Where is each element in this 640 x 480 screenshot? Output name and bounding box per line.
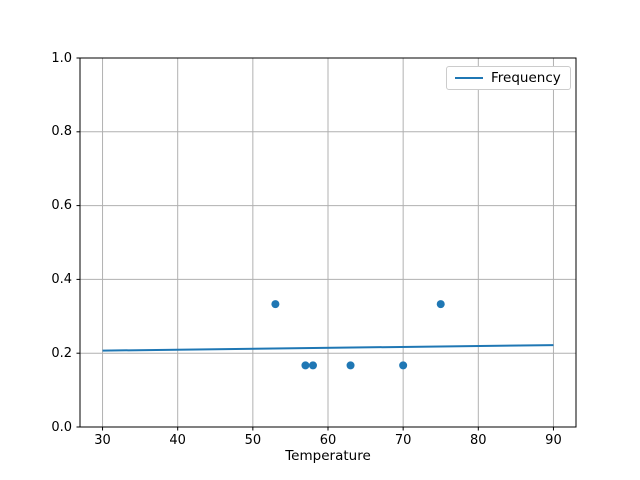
scatter-point [308, 361, 317, 370]
scatter-point [399, 361, 408, 370]
x-tick-label-30: 30 [94, 433, 111, 448]
x-tick-label-60: 60 [319, 433, 337, 448]
y-tick-label-0.4: 0.4 [51, 271, 72, 287]
x-tick-label-70: 70 [394, 433, 412, 448]
scatter-point [436, 300, 445, 309]
x-tick-label-40: 40 [169, 433, 186, 448]
scatter-point [301, 361, 310, 370]
legend-line-sample [455, 77, 483, 79]
x-tick-label-80: 80 [470, 433, 487, 448]
legend-label: Frequency [491, 70, 561, 86]
x-axis-label: Temperature [285, 448, 371, 464]
x-tick-label-50: 50 [244, 433, 262, 448]
y-tick-label-0.8: 0.8 [51, 124, 72, 140]
scatter-point [271, 300, 280, 309]
y-tick-label-0.0: 0.0 [51, 419, 72, 435]
legend: Frequency [446, 66, 571, 90]
line-series-frequency [102, 344, 554, 352]
y-tick-label-0.2: 0.2 [51, 345, 72, 361]
y-tick-label-0.6: 0.6 [51, 198, 72, 214]
x-tick-label-90: 90 [545, 433, 562, 448]
scatter-point [346, 361, 355, 370]
y-tick-label-1.0: 1.0 [51, 50, 72, 66]
